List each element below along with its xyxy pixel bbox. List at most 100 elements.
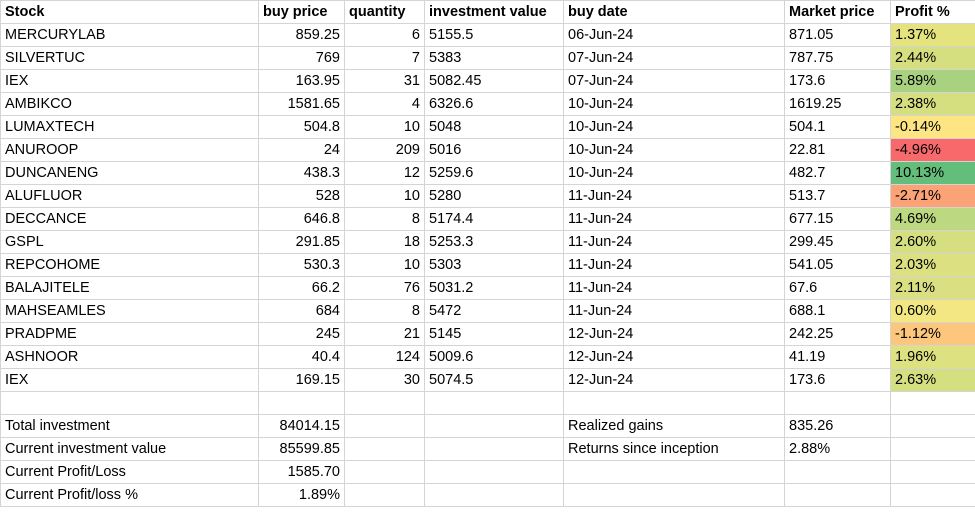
quantity-cell[interactable]: 10 bbox=[344, 253, 425, 277]
total-investment-label[interactable]: Total investment bbox=[0, 414, 259, 438]
buy-date-cell[interactable]: 11-Jun-24 bbox=[563, 207, 785, 231]
investment-value-cell[interactable]: 5472 bbox=[424, 299, 564, 323]
buy-price-cell[interactable]: 169.15 bbox=[258, 368, 345, 392]
stock-cell[interactable]: ANUROOP bbox=[0, 138, 259, 162]
market-price-cell[interactable]: 41.19 bbox=[784, 345, 891, 369]
buy-date-cell[interactable]: 12-Jun-24 bbox=[563, 322, 785, 346]
market-price-cell[interactable]: 541.05 bbox=[784, 253, 891, 277]
buy-date-cell[interactable]: 10-Jun-24 bbox=[563, 92, 785, 116]
market-price-cell[interactable]: 173.6 bbox=[784, 368, 891, 392]
empty-cell[interactable] bbox=[784, 391, 891, 415]
investment-value-cell[interactable]: 5253.3 bbox=[424, 230, 564, 254]
market-price-cell[interactable]: 787.75 bbox=[784, 46, 891, 70]
buy-date-cell[interactable]: 10-Jun-24 bbox=[563, 161, 785, 185]
profit-pct-cell[interactable]: -0.14% bbox=[890, 115, 975, 139]
investment-value-cell[interactable]: 5082.45 bbox=[424, 69, 564, 93]
investment-value-cell[interactable]: 5155.5 bbox=[424, 23, 564, 47]
market-price-cell[interactable]: 1619.25 bbox=[784, 92, 891, 116]
buy-price-cell[interactable]: 1581.65 bbox=[258, 92, 345, 116]
realized-gains-value[interactable]: 835.26 bbox=[784, 414, 891, 438]
empty-cell[interactable] bbox=[890, 414, 975, 438]
quantity-cell[interactable]: 8 bbox=[344, 299, 425, 323]
stock-cell[interactable]: PRADPME bbox=[0, 322, 259, 346]
profit-loss-label[interactable]: Current Profit/Loss bbox=[0, 460, 259, 484]
empty-cell[interactable] bbox=[784, 483, 891, 507]
buy-date-cell[interactable]: 12-Jun-24 bbox=[563, 345, 785, 369]
quantity-cell[interactable]: 8 bbox=[344, 207, 425, 231]
quantity-cell[interactable]: 31 bbox=[344, 69, 425, 93]
buy-price-cell[interactable]: 291.85 bbox=[258, 230, 345, 254]
quantity-cell[interactable]: 30 bbox=[344, 368, 425, 392]
realized-gains-label[interactable]: Realized gains bbox=[563, 414, 785, 438]
buy-price-cell[interactable]: 646.8 bbox=[258, 207, 345, 231]
profit-pct-cell[interactable]: 0.60% bbox=[890, 299, 975, 323]
market-price-cell[interactable]: 299.45 bbox=[784, 230, 891, 254]
stock-cell[interactable]: AMBIKCO bbox=[0, 92, 259, 116]
investment-value-cell[interactable]: 5303 bbox=[424, 253, 564, 277]
empty-cell[interactable] bbox=[424, 391, 564, 415]
profit-pct-cell[interactable]: 2.60% bbox=[890, 230, 975, 254]
stock-cell[interactable]: GSPL bbox=[0, 230, 259, 254]
header-profit-pct[interactable]: Profit % bbox=[890, 0, 975, 24]
buy-date-cell[interactable]: 11-Jun-24 bbox=[563, 230, 785, 254]
buy-date-cell[interactable]: 12-Jun-24 bbox=[563, 368, 785, 392]
stock-cell[interactable]: MAHSEAMLES bbox=[0, 299, 259, 323]
investment-value-cell[interactable]: 6326.6 bbox=[424, 92, 564, 116]
buy-date-cell[interactable]: 07-Jun-24 bbox=[563, 69, 785, 93]
market-price-cell[interactable]: 482.7 bbox=[784, 161, 891, 185]
quantity-cell[interactable]: 21 bbox=[344, 322, 425, 346]
profit-pct-cell[interactable]: 2.03% bbox=[890, 253, 975, 277]
stock-cell[interactable]: SILVERTUC bbox=[0, 46, 259, 70]
profit-pct-cell[interactable]: -1.12% bbox=[890, 322, 975, 346]
quantity-cell[interactable]: 10 bbox=[344, 184, 425, 208]
empty-cell[interactable] bbox=[890, 460, 975, 484]
profit-pct-cell[interactable]: 1.37% bbox=[890, 23, 975, 47]
investment-value-cell[interactable]: 5259.6 bbox=[424, 161, 564, 185]
buy-price-cell[interactable]: 163.95 bbox=[258, 69, 345, 93]
empty-cell[interactable] bbox=[890, 391, 975, 415]
stock-cell[interactable]: LUMAXTECH bbox=[0, 115, 259, 139]
buy-price-cell[interactable]: 24 bbox=[258, 138, 345, 162]
market-price-cell[interactable]: 513.7 bbox=[784, 184, 891, 208]
investment-value-cell[interactable]: 5016 bbox=[424, 138, 564, 162]
empty-cell[interactable] bbox=[258, 391, 345, 415]
header-market-price[interactable]: Market price bbox=[784, 0, 891, 24]
empty-cell[interactable] bbox=[424, 414, 564, 438]
stock-cell[interactable]: IEX bbox=[0, 368, 259, 392]
market-price-cell[interactable]: 504.1 bbox=[784, 115, 891, 139]
profit-loss-pct-label[interactable]: Current Profit/loss % bbox=[0, 483, 259, 507]
profit-pct-cell[interactable]: 2.38% bbox=[890, 92, 975, 116]
stock-cell[interactable]: ASHNOOR bbox=[0, 345, 259, 369]
empty-cell[interactable] bbox=[344, 437, 425, 461]
header-buy-date[interactable]: buy date bbox=[563, 0, 785, 24]
profit-pct-cell[interactable]: 2.11% bbox=[890, 276, 975, 300]
buy-price-cell[interactable]: 530.3 bbox=[258, 253, 345, 277]
profit-pct-cell[interactable]: 5.89% bbox=[890, 69, 975, 93]
buy-date-cell[interactable]: 10-Jun-24 bbox=[563, 138, 785, 162]
buy-price-cell[interactable]: 504.8 bbox=[258, 115, 345, 139]
market-price-cell[interactable]: 688.1 bbox=[784, 299, 891, 323]
investment-value-cell[interactable]: 5280 bbox=[424, 184, 564, 208]
market-price-cell[interactable]: 677.15 bbox=[784, 207, 891, 231]
investment-value-cell[interactable]: 5174.4 bbox=[424, 207, 564, 231]
buy-date-cell[interactable]: 11-Jun-24 bbox=[563, 276, 785, 300]
returns-value[interactable]: 2.88% bbox=[784, 437, 891, 461]
empty-cell[interactable] bbox=[890, 483, 975, 507]
current-value-value[interactable]: 85599.85 bbox=[258, 437, 345, 461]
profit-pct-cell[interactable]: 2.63% bbox=[890, 368, 975, 392]
total-investment-value[interactable]: 84014.15 bbox=[258, 414, 345, 438]
buy-date-cell[interactable]: 11-Jun-24 bbox=[563, 253, 785, 277]
empty-cell[interactable] bbox=[563, 483, 785, 507]
buy-price-cell[interactable]: 769 bbox=[258, 46, 345, 70]
investment-value-cell[interactable]: 5145 bbox=[424, 322, 564, 346]
market-price-cell[interactable]: 67.6 bbox=[784, 276, 891, 300]
empty-cell[interactable] bbox=[784, 460, 891, 484]
stock-cell[interactable]: IEX bbox=[0, 69, 259, 93]
investment-value-cell[interactable]: 5009.6 bbox=[424, 345, 564, 369]
quantity-cell[interactable]: 209 bbox=[344, 138, 425, 162]
profit-pct-cell[interactable]: -4.96% bbox=[890, 138, 975, 162]
profit-pct-cell[interactable]: 10.13% bbox=[890, 161, 975, 185]
quantity-cell[interactable]: 7 bbox=[344, 46, 425, 70]
stock-cell[interactable]: DUNCANENG bbox=[0, 161, 259, 185]
empty-cell[interactable] bbox=[890, 437, 975, 461]
